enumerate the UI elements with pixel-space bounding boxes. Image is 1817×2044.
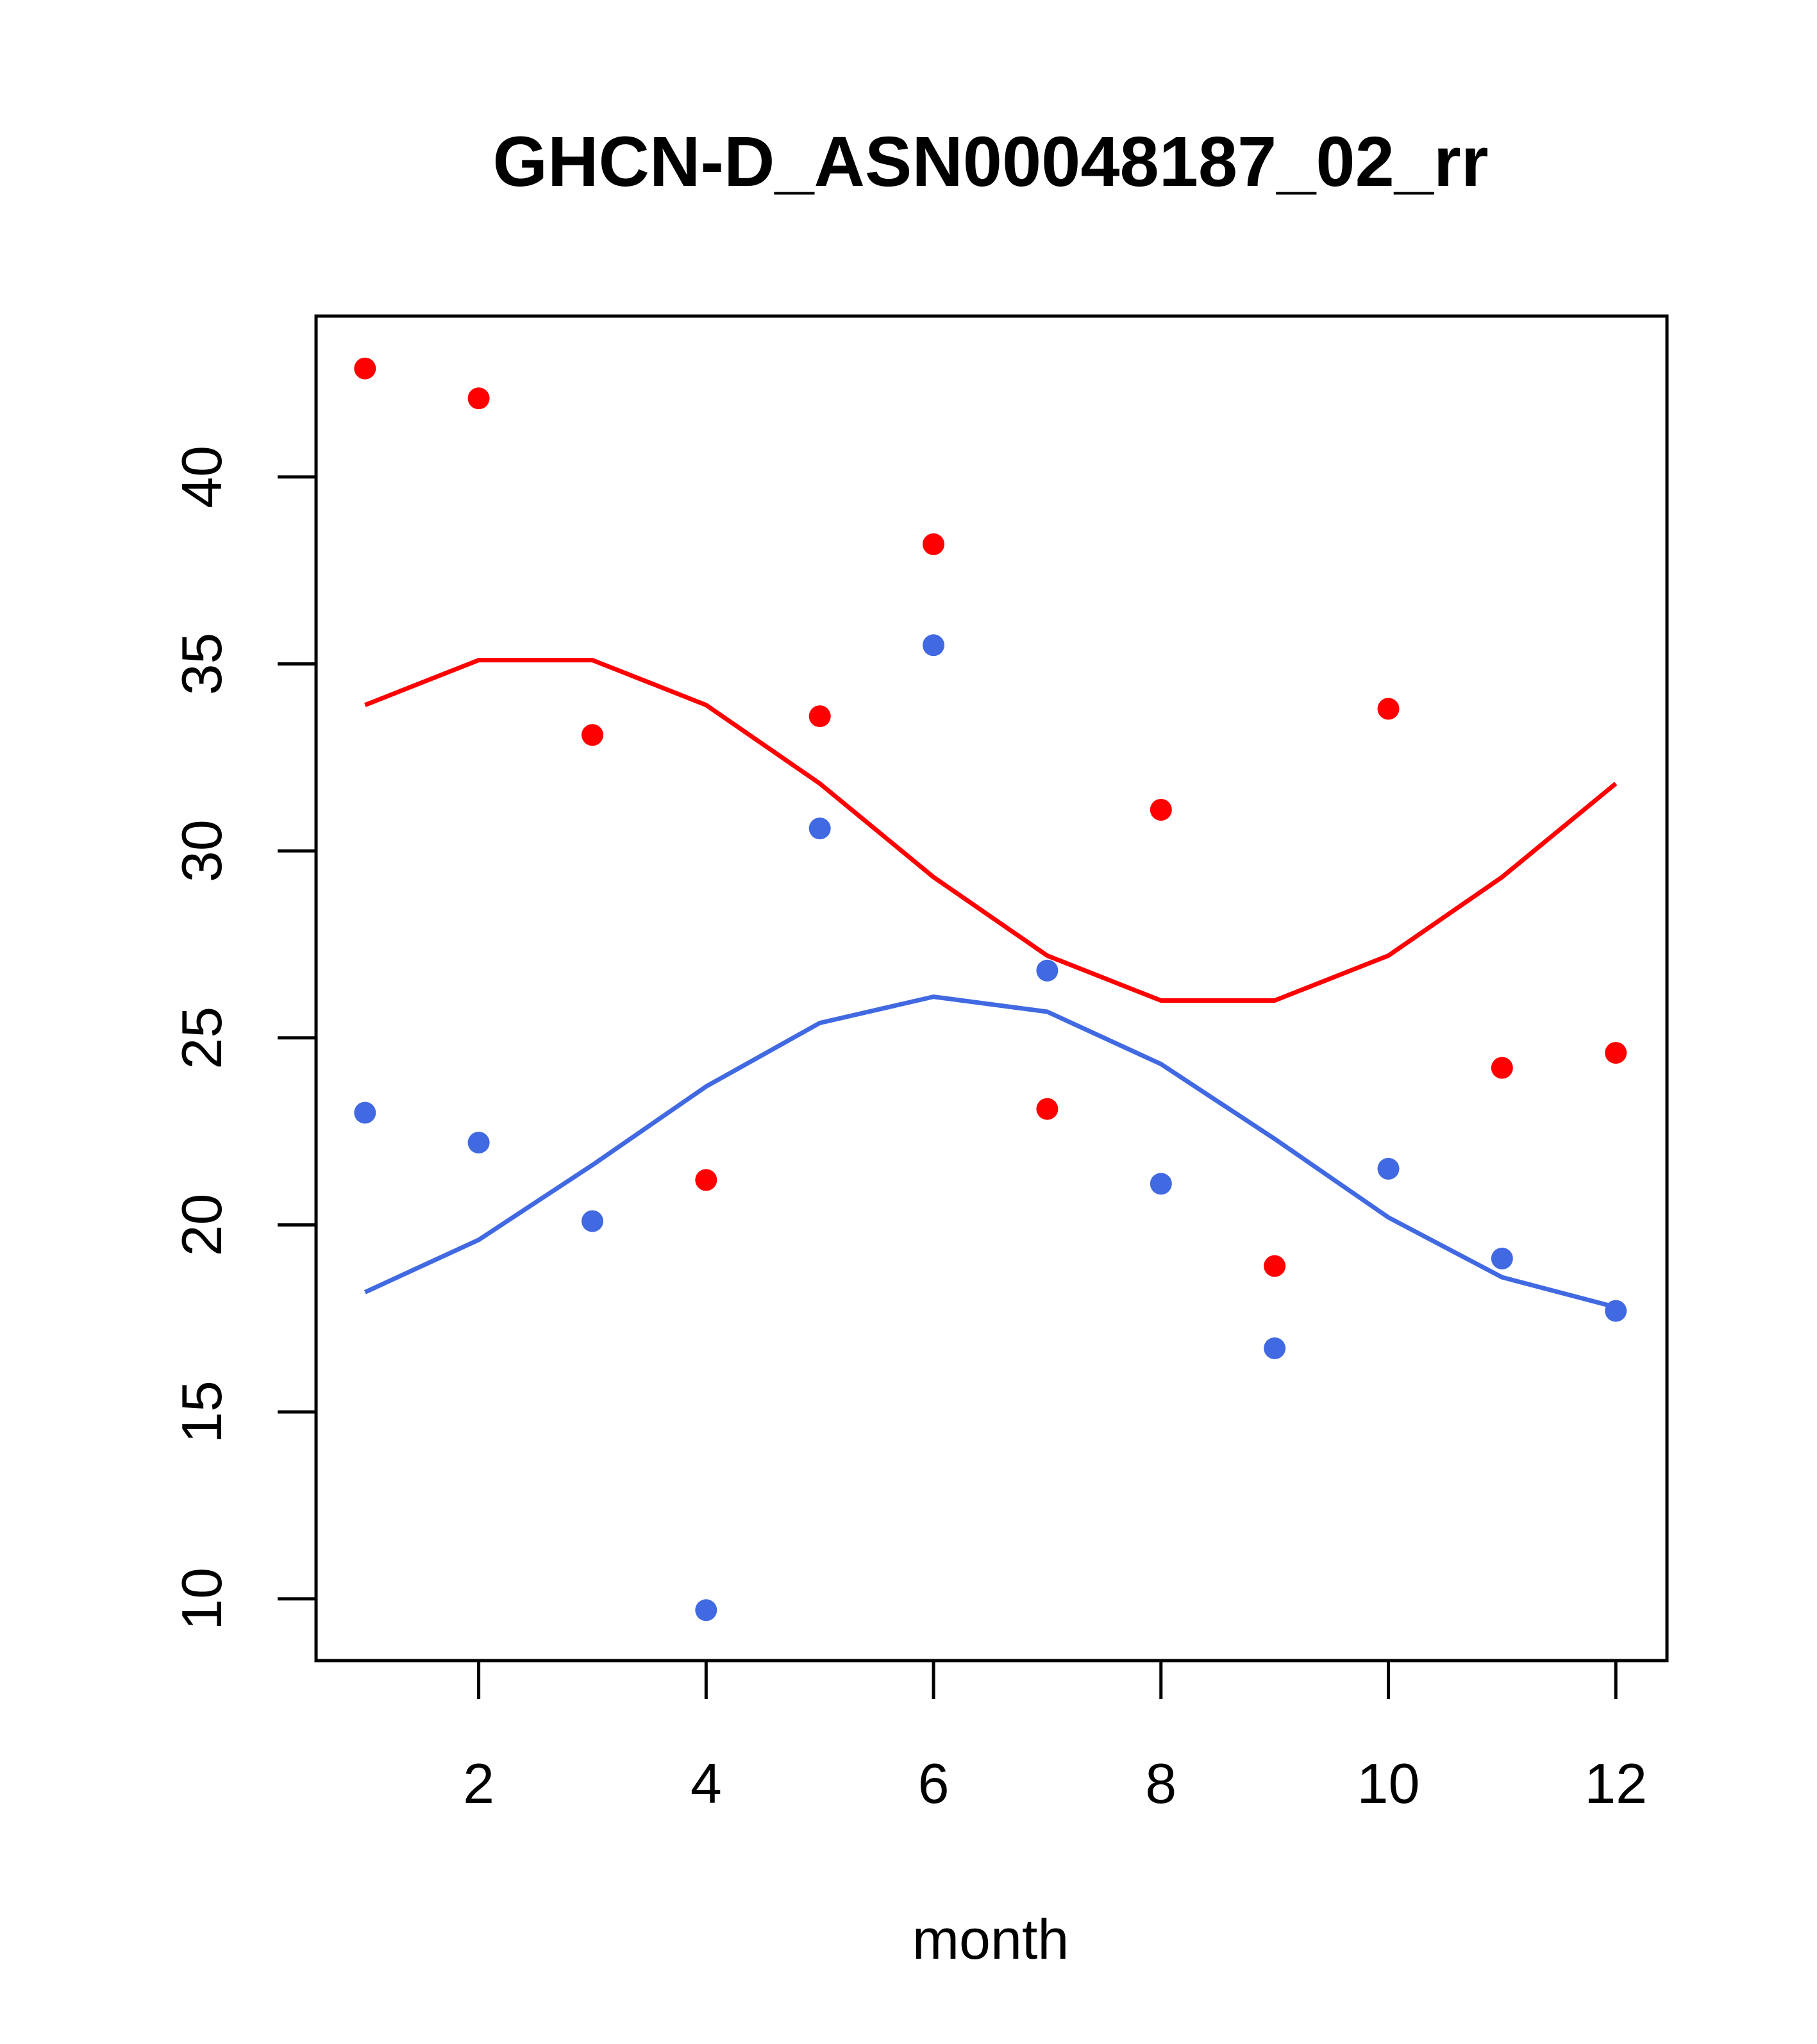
y-tick-label: 25: [170, 1007, 233, 1069]
data-point: [1264, 1337, 1286, 1359]
series-line: [364, 658, 1618, 1003]
data-point: [695, 1599, 717, 1621]
y-axis: 10 15 20 25 30 35 40: [170, 446, 318, 1630]
data-point: [1605, 1300, 1627, 1322]
data-point: [582, 724, 603, 746]
y-tick-label: 35: [170, 633, 233, 696]
plot-frame: [314, 314, 1669, 1663]
data-point: [467, 387, 490, 410]
y-tick-label: 10: [170, 1568, 233, 1630]
data-point: [354, 1102, 376, 1124]
data-point: [695, 1169, 717, 1191]
data-point: [1377, 698, 1400, 720]
data-point: [1150, 1173, 1172, 1195]
x-tick-label: 4: [691, 1752, 722, 1815]
data-point: [1264, 1255, 1286, 1277]
data-point: [1491, 1057, 1513, 1079]
data-point: [808, 817, 831, 840]
data-point: [808, 705, 831, 728]
data-point: [1377, 1157, 1400, 1180]
data-point: [1491, 1247, 1513, 1269]
series-1: [354, 634, 1627, 1621]
x-tick-label: 6: [918, 1752, 950, 1815]
y-tick-label: 40: [170, 446, 233, 508]
chart-title: GHCN-D_ASN00048187_02_rr: [492, 122, 1488, 201]
x-tick-label: 8: [1145, 1752, 1176, 1815]
series-layer: [354, 357, 1627, 1621]
data-point: [1150, 799, 1172, 821]
series-0: [354, 357, 1627, 1277]
data-point: [923, 533, 944, 555]
data-point: [1036, 1098, 1059, 1120]
x-tick-label: 12: [1584, 1752, 1647, 1815]
x-axis: 2 4 6 8 10 12: [463, 1659, 1647, 1815]
data-point: [1605, 1042, 1627, 1064]
data-point: [467, 1132, 490, 1154]
x-axis-label: month: [912, 1907, 1069, 1971]
data-point: [1036, 959, 1059, 982]
y-tick-label: 20: [170, 1193, 233, 1256]
series-line: [364, 994, 1617, 1310]
data-point: [354, 357, 376, 380]
x-tick-label: 10: [1357, 1752, 1420, 1815]
x-tick-label: 2: [463, 1752, 494, 1815]
y-tick-label: 15: [170, 1380, 233, 1443]
data-point: [923, 634, 944, 657]
y-tick-label: 30: [170, 819, 233, 882]
data-point: [582, 1210, 603, 1232]
